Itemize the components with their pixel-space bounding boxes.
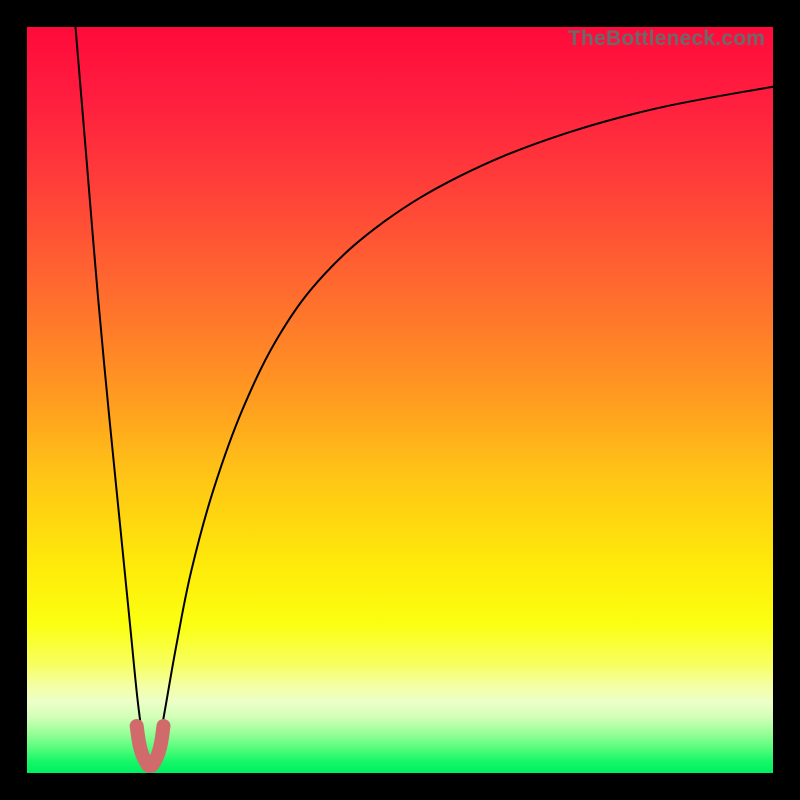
plot-area: TheBottleneck.com: [27, 27, 773, 773]
chart-outer: TheBottleneck.com: [0, 0, 800, 800]
gradient-background: [27, 27, 773, 773]
watermark-text: TheBottleneck.com: [568, 27, 765, 51]
plot-svg: [27, 27, 773, 773]
